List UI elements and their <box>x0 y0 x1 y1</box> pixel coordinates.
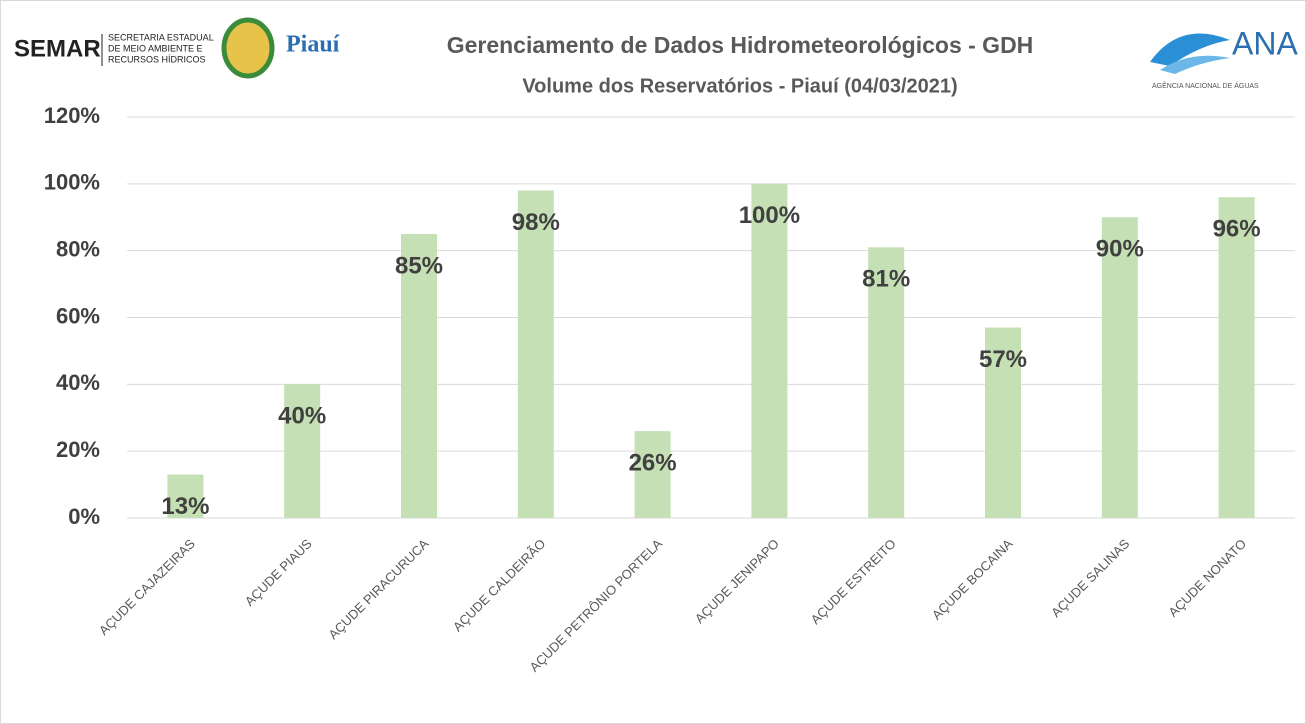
bar <box>517 190 554 518</box>
bar <box>284 384 321 518</box>
logo-ana-text: AGÊNCIA NACIONAL DE ÁGUAS <box>1152 81 1259 90</box>
logo-ana-wave <box>1150 33 1230 66</box>
bar <box>167 474 204 518</box>
data-label: 13% <box>161 493 209 520</box>
data-label: 96% <box>1213 216 1261 243</box>
bar <box>985 327 1021 518</box>
data-label: 100% <box>739 202 800 229</box>
y-tick-label: 60% <box>56 303 100 328</box>
bar <box>401 233 437 519</box>
bar <box>1218 197 1255 518</box>
y-tick-label: 40% <box>56 370 100 395</box>
logo-piaui: Piauí <box>286 32 340 58</box>
logo-crest <box>221 17 275 79</box>
data-label: 90% <box>1096 236 1144 263</box>
bar <box>751 183 788 519</box>
logo-semar-text: DE MEIO AMBIENTE E <box>108 43 203 53</box>
data-label: 85% <box>395 252 443 279</box>
logo-semar-text: RECURSOS HÍDRICOS <box>108 54 206 64</box>
logo-ana: ANA <box>1232 25 1298 61</box>
y-tick-label: 80% <box>56 236 100 261</box>
logo-ana-wave <box>1160 55 1230 74</box>
data-label: 26% <box>629 449 677 476</box>
y-tick-label: 100% <box>44 170 100 195</box>
data-label: 98% <box>512 209 560 236</box>
chart-title: Gerenciamento de Dados Hidrometeorológic… <box>447 32 1034 58</box>
chart-subtitle: Volume dos Reservatórios - Piauí (04/03/… <box>522 75 957 97</box>
logo-semar: SEMAR <box>14 35 101 62</box>
y-tick-label: 120% <box>44 103 100 128</box>
data-label: 40% <box>278 403 326 430</box>
bar <box>868 247 905 518</box>
logo-semar-text: SECRETARIA ESTADUAL <box>108 32 214 42</box>
y-tick-label: 20% <box>56 437 100 462</box>
bar <box>1101 217 1138 518</box>
bar <box>634 431 671 518</box>
y-tick-label: 0% <box>68 504 100 529</box>
data-label: 81% <box>862 266 910 293</box>
data-label: 57% <box>979 346 1027 373</box>
